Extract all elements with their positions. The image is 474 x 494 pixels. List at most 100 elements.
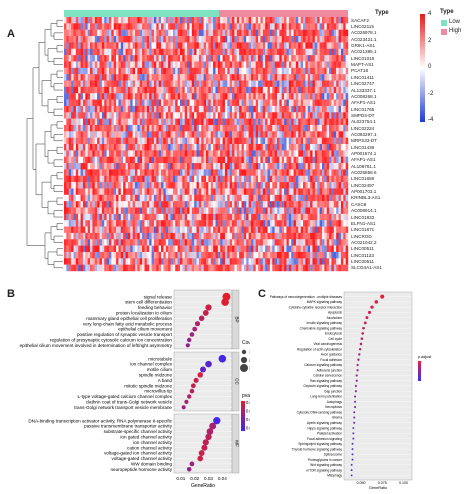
heatmap-cell — [172, 124, 176, 132]
heatmap-cell — [243, 99, 247, 107]
heatmap-cell — [324, 124, 327, 132]
heatmap-cell — [175, 17, 178, 24]
heatmap-cell — [243, 112, 247, 119]
heatmap-cell — [286, 112, 290, 119]
heatmap-cell — [243, 264, 247, 272]
heatmap-cell — [94, 86, 98, 94]
heatmap-cell — [158, 86, 162, 94]
heatmap-cell — [274, 258, 278, 265]
heatmap-cell — [265, 163, 268, 170]
heatmap-cell — [317, 36, 320, 43]
heatmap-cell — [298, 188, 301, 195]
heatmap-cell — [182, 150, 185, 157]
go-term-dot — [184, 399, 189, 405]
heatmap-cell — [319, 150, 323, 157]
heatmap-cell — [220, 169, 223, 176]
heatmap-cell — [222, 124, 226, 132]
heatmap-cell — [220, 213, 223, 221]
heatmap-cell — [113, 194, 117, 202]
heatmap-cell — [111, 61, 114, 68]
heatmap-cell — [146, 118, 150, 126]
heatmap-cell — [177, 156, 181, 164]
heatmap-cell — [336, 61, 339, 68]
heatmap-cell — [94, 194, 98, 202]
heatmap-cell — [343, 245, 346, 253]
heatmap-cell — [201, 258, 204, 265]
heatmap-cell — [130, 55, 133, 62]
heatmap-cell — [286, 258, 290, 265]
heatmap-cell — [317, 137, 320, 145]
heatmap-cell — [125, 232, 129, 240]
heatmap-cell — [111, 99, 114, 107]
heatmap-cell — [149, 175, 152, 183]
heatmap-cell — [118, 137, 121, 145]
heatmap-cell — [317, 105, 320, 113]
heatmap-cell — [179, 137, 183, 145]
heatmap-cell — [312, 55, 316, 62]
heatmap-cell — [85, 150, 88, 157]
heatmap-cell — [168, 226, 171, 234]
heatmap-cell — [272, 131, 275, 138]
heatmap-cell — [253, 105, 256, 113]
heatmap-cell — [137, 17, 140, 24]
heatmap-cell — [336, 264, 339, 272]
heatmap-cell — [272, 188, 275, 195]
heatmap-cell — [90, 42, 93, 49]
gene-label: AC023421.1 — [351, 36, 377, 42]
heatmap-cell — [269, 156, 273, 164]
heatmap-cell — [298, 67, 301, 75]
heatmap-cell — [265, 124, 268, 132]
heatmap-cell — [80, 245, 84, 253]
heatmap-cell — [291, 61, 294, 68]
heatmap-cell — [182, 131, 185, 138]
heatmap-cell — [137, 194, 140, 202]
heatmap-cell — [248, 36, 252, 43]
heatmap-cell — [262, 74, 266, 81]
heatmap-cell — [307, 118, 311, 126]
heatmap-cell — [68, 207, 72, 215]
heatmap-cell — [198, 67, 202, 75]
heatmap-cell — [130, 188, 133, 195]
heatmap-cell — [241, 118, 245, 126]
heatmap-cell — [137, 188, 140, 195]
heatmap-cell — [78, 36, 81, 43]
heatmap-cell — [217, 124, 221, 132]
heatmap-cell — [130, 118, 133, 126]
heatmap-cell — [111, 213, 114, 221]
heatmap-cell — [314, 194, 318, 202]
heatmap-cell — [314, 264, 318, 272]
heatmap-cell — [149, 239, 152, 246]
heatmap-cell — [310, 175, 313, 183]
heatmap-cell — [127, 61, 131, 68]
heatmap-cell — [66, 175, 69, 183]
heatmap-cell — [165, 264, 169, 272]
heatmap-cell — [345, 42, 349, 49]
heatmap-cell — [194, 207, 197, 215]
heatmap-cell — [298, 232, 301, 240]
heatmap-cell — [305, 36, 308, 43]
heatmap-cell — [78, 207, 81, 215]
heatmap-cell — [258, 42, 261, 49]
heatmap-cell — [329, 169, 332, 176]
heatmap-cell — [338, 131, 342, 138]
heatmap-cell — [139, 131, 143, 138]
heatmap-cell — [111, 264, 114, 272]
heatmap-cell — [241, 131, 245, 138]
go-term-label: ion gated channel activity — [120, 435, 172, 440]
heatmap-cell — [168, 137, 171, 145]
heatmap-cell — [262, 23, 266, 30]
heatmap-cell — [298, 42, 301, 49]
heatmap-cell — [101, 17, 105, 24]
dendrogram-branch — [47, 48, 57, 62]
heatmap-cell — [279, 258, 282, 265]
heatmap-cell — [336, 93, 339, 100]
heatmap-cell — [108, 188, 112, 195]
heatmap-cell — [139, 245, 143, 253]
heatmap-cell — [281, 61, 285, 68]
heatmap-cell — [319, 226, 323, 234]
heatmap-cell — [213, 124, 216, 132]
heatmap-cell — [284, 86, 287, 94]
heatmap-cell — [194, 67, 197, 75]
heatmap-cell — [137, 226, 140, 234]
heatmap-cell — [338, 163, 342, 170]
